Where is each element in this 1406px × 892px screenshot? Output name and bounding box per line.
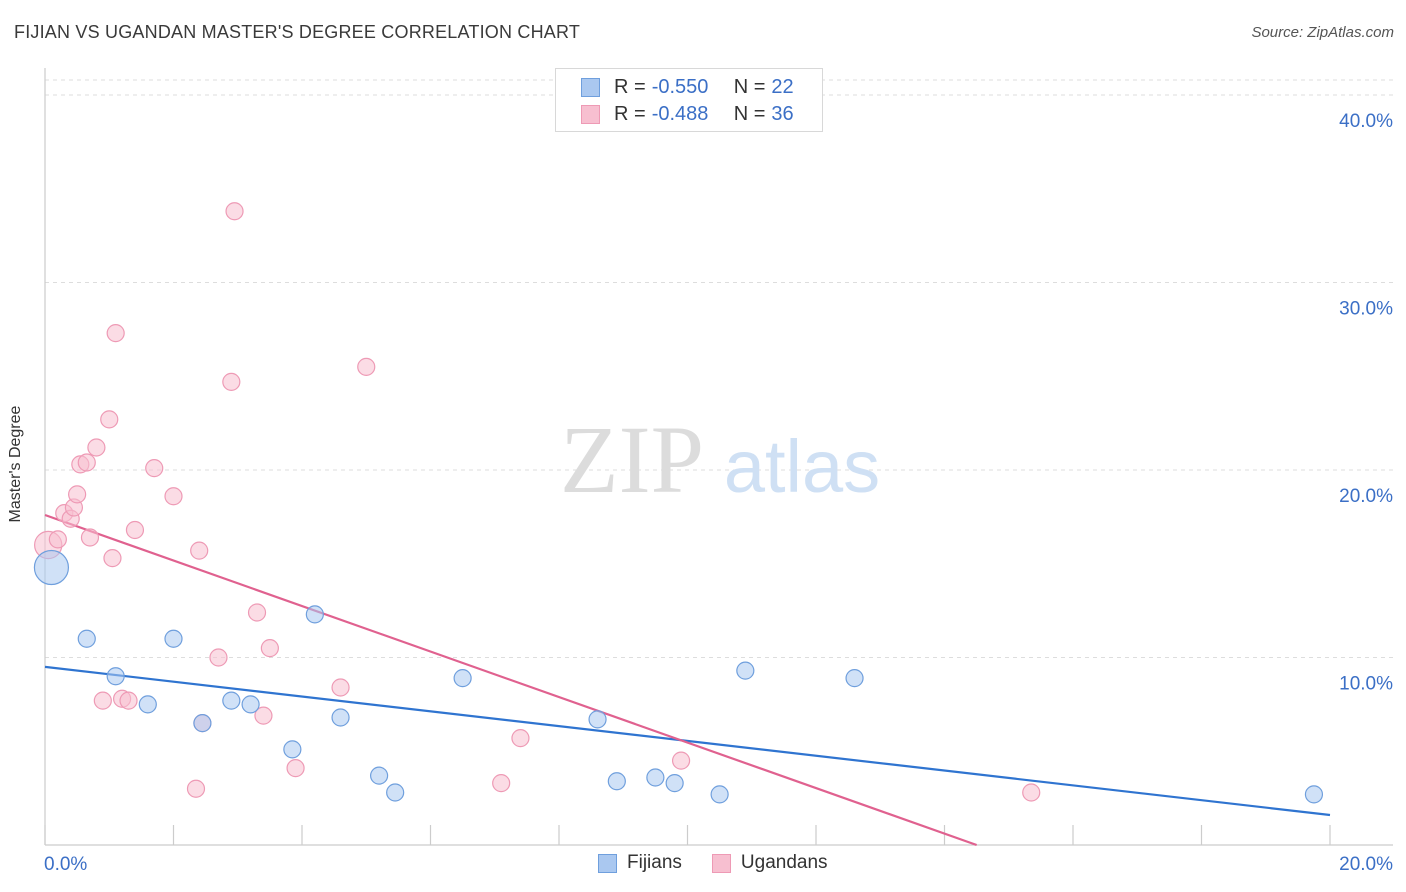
ugandans-point (225, 202, 244, 221)
fijians-point (736, 661, 755, 680)
ugandans-point (93, 691, 112, 710)
ugandans-point (145, 459, 164, 478)
y-tick-label: 20.0% (1339, 486, 1393, 507)
ugandans-point (511, 729, 530, 748)
ugandans-point (119, 691, 138, 710)
ugandans-legend-swatch (711, 853, 731, 873)
fijians-point (222, 691, 241, 710)
fijians-point (386, 783, 405, 802)
fijians-point (588, 710, 607, 729)
correlation-legend: R = -0.550 N = 22 R = -0.488 N = 36 (555, 68, 823, 132)
ugandans-point (68, 485, 87, 504)
fijians-point (453, 669, 472, 688)
fijians-point (665, 774, 684, 793)
ugandans-point (331, 678, 350, 697)
r-label: R = (614, 102, 646, 125)
ugandans-point (260, 639, 279, 658)
ugandans-point (1022, 783, 1041, 802)
fijians-point (193, 714, 212, 733)
ugandans-point (100, 410, 119, 429)
source-credit: Source: ZipAtlas.com (1251, 24, 1394, 41)
fijians-point (241, 695, 260, 714)
fijians-point (607, 772, 626, 791)
legend-row-ugandans: R = -0.488 N = 36 (581, 101, 794, 127)
x-tick-label-max: 20.0% (1339, 854, 1393, 875)
fijians-point (138, 695, 157, 714)
fijians-point (370, 766, 389, 785)
trendlines (44, 513, 1331, 847)
ugandans-point (247, 603, 267, 622)
ugandans-n-value: 36 (771, 102, 794, 125)
fijians-legend-swatch (598, 853, 617, 873)
fijians-r-value: -0.550 (651, 75, 709, 98)
data-points (33, 202, 1324, 804)
y-tick-label: 40.0% (1339, 111, 1393, 132)
r-label: R = (614, 75, 646, 98)
ugandans-point (48, 530, 67, 549)
ugandans-point (164, 487, 183, 506)
ugandans-r-value: -0.488 (651, 102, 709, 125)
legend-item-ugandans[interactable]: Ugandans (711, 852, 828, 874)
ugandans-point (357, 357, 376, 376)
ugandans-trendline (44, 513, 977, 847)
series-legend: Fijians Ugandans (598, 852, 858, 874)
fijians-point (1304, 785, 1324, 804)
ugandans-point (103, 549, 122, 568)
fijians-legend-label: Fijians (627, 852, 682, 873)
fijians-point (710, 785, 729, 804)
y-tick-label: 10.0% (1339, 674, 1393, 695)
ugandans-point (87, 438, 106, 457)
chart-title: FIJIAN VS UGANDAN MASTER'S DEGREE CORREL… (14, 22, 581, 42)
fijians-point (845, 669, 864, 688)
n-label: N = (733, 75, 766, 98)
legend-row-fijians: R = -0.550 N = 22 (581, 74, 794, 100)
fijians-point (106, 667, 125, 686)
fijians-point (283, 740, 302, 759)
fijians-point (164, 629, 183, 648)
ugandans-swatch (581, 104, 600, 124)
watermark: ZIP atlas (560, 406, 880, 513)
watermark-atlas: atlas (724, 425, 880, 508)
ugandans-point (106, 324, 125, 343)
watermark-zip: ZIP (560, 406, 704, 513)
fijians-point (77, 629, 96, 648)
fijians-trendline (44, 665, 1331, 817)
ugandans-point (492, 774, 511, 793)
legend-item-fijians[interactable]: Fijians (598, 852, 682, 874)
ugandans-point (80, 528, 100, 547)
grid-lines (45, 79, 1395, 658)
ugandans-point (209, 648, 228, 667)
fijians-point (305, 605, 324, 624)
ugandans-point (671, 751, 691, 770)
fijians-swatch (581, 77, 600, 97)
ugandans-point (254, 706, 273, 725)
fijians-n-value: 22 (771, 75, 794, 98)
ugandans-point (190, 541, 209, 560)
tick-labels: 10.0% 20.0% 30.0% 40.0% 0.0% 20.0% (44, 111, 1393, 875)
x-tick-label-min: 0.0% (44, 854, 87, 875)
fijians-point (33, 549, 70, 586)
ugandans-legend-label: Ugandans (740, 852, 828, 873)
ugandans-point (286, 759, 305, 778)
fijians-point (331, 708, 350, 727)
ugandans-point (222, 372, 241, 391)
fijians-point (646, 768, 665, 787)
y-tick-label: 30.0% (1339, 299, 1393, 320)
ugandans-point (186, 779, 206, 798)
axes (44, 68, 1393, 846)
n-label: N = (733, 102, 766, 125)
ugandans-point (77, 453, 96, 472)
ugandans-point (125, 520, 145, 540)
